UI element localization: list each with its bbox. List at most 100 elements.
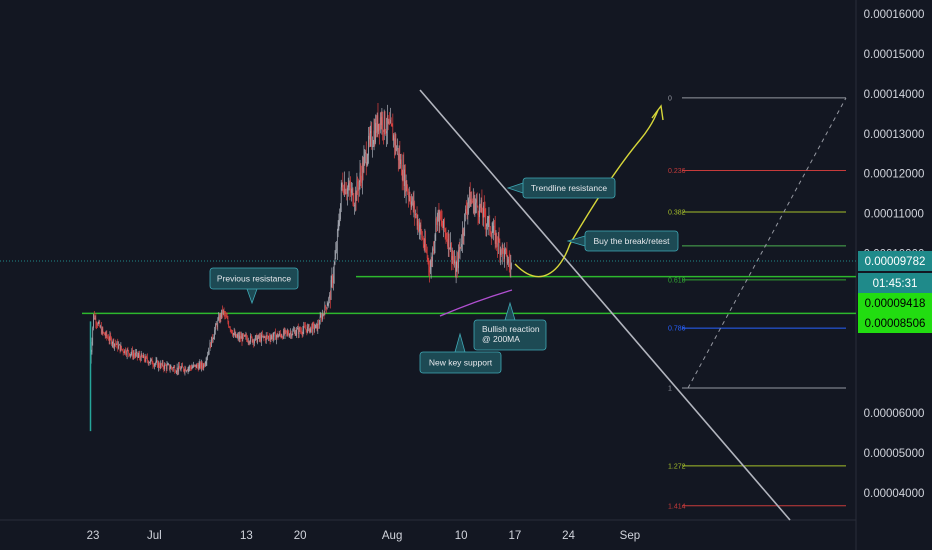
candle-body xyxy=(132,350,133,357)
candle-body xyxy=(254,340,255,344)
price-tag: 0.00009782 xyxy=(858,251,932,271)
candle-body xyxy=(274,332,276,334)
candle-body xyxy=(152,364,154,366)
candle-body xyxy=(111,337,112,345)
candle-body xyxy=(490,234,492,238)
candle-body xyxy=(128,350,129,354)
candle-body xyxy=(238,335,240,339)
candle-body xyxy=(223,310,225,313)
candle-body xyxy=(193,364,195,366)
projection-arrowhead xyxy=(651,104,664,121)
candle-body xyxy=(390,119,392,125)
candle-body xyxy=(485,218,487,227)
candle-body xyxy=(388,121,390,124)
candle-body xyxy=(196,364,197,369)
candle-body xyxy=(300,330,301,332)
candle-body xyxy=(347,187,349,189)
candle-body xyxy=(173,367,175,368)
time-axis[interactable]: 23 Jul 13 20 Aug 10 17 24 Sep xyxy=(87,530,641,542)
candle-body xyxy=(311,324,313,332)
candle-body xyxy=(379,117,381,131)
candle-body xyxy=(239,335,240,339)
candle-body xyxy=(301,330,302,333)
candle-body xyxy=(476,199,477,203)
candle-body xyxy=(205,361,207,364)
candle-body xyxy=(119,344,121,351)
candle-body xyxy=(102,328,104,333)
candle-body xyxy=(419,224,421,229)
candle-body xyxy=(408,195,410,197)
price-tag-background xyxy=(858,251,932,271)
candle-body xyxy=(191,367,193,370)
candle-body xyxy=(360,172,361,176)
candle-body xyxy=(302,329,304,334)
candle-body xyxy=(453,259,454,264)
candle-body xyxy=(494,226,496,244)
candle-body xyxy=(411,197,413,202)
candle-body xyxy=(115,344,117,345)
candle-body xyxy=(312,324,314,326)
candle-body xyxy=(413,202,415,208)
candle-body xyxy=(463,232,465,236)
candle-body xyxy=(273,332,275,337)
fib-level-label: 0.786 xyxy=(668,326,686,333)
candle-body xyxy=(200,362,202,368)
callout-box xyxy=(522,177,616,199)
candle-body xyxy=(153,365,154,367)
candle-body xyxy=(107,337,109,340)
candle-body xyxy=(428,259,429,267)
candle-body xyxy=(112,339,114,344)
candle-body xyxy=(451,242,452,261)
candle-body xyxy=(192,367,193,368)
candle-body xyxy=(284,330,286,335)
candle-body xyxy=(438,210,440,226)
candle-body xyxy=(108,339,110,341)
candle-body xyxy=(258,335,260,339)
new-key-support-callout: New key support xyxy=(419,332,502,374)
candle-body xyxy=(177,367,179,372)
candle-body xyxy=(422,237,423,239)
candle-body xyxy=(397,148,399,161)
candle-body xyxy=(481,200,483,213)
candle-body xyxy=(97,322,99,326)
candle-body xyxy=(107,336,108,338)
candle-body xyxy=(165,365,167,370)
callout-text: Bullish reaction xyxy=(482,324,540,334)
candle-body xyxy=(369,133,371,140)
candle-body xyxy=(203,364,204,368)
candle-body xyxy=(478,215,479,218)
candle-body xyxy=(454,260,456,277)
candle-body xyxy=(398,153,400,161)
candle-body xyxy=(298,328,300,335)
price-tick-label: 0.00011000 xyxy=(864,209,924,221)
candle-body xyxy=(197,366,199,370)
candle-body xyxy=(409,195,411,203)
candle-body xyxy=(186,370,188,372)
candle-body xyxy=(385,131,386,134)
candle-body xyxy=(328,298,329,304)
candle-body xyxy=(172,367,174,370)
candle-body xyxy=(229,327,231,330)
candle-body xyxy=(261,334,262,342)
candle-body xyxy=(240,335,241,339)
candle-body xyxy=(183,370,185,372)
candle-body xyxy=(136,351,138,357)
candle-body xyxy=(109,335,111,341)
candle-body xyxy=(264,337,265,338)
time-tick-label: 10 xyxy=(455,530,468,542)
candle-body xyxy=(351,188,352,193)
candle-body xyxy=(184,368,186,372)
candle-body xyxy=(505,248,507,250)
fib-diagonal-line xyxy=(687,97,847,389)
candle-body xyxy=(204,364,205,366)
price-tag-label: 0.00009782 xyxy=(865,256,926,268)
candle-body xyxy=(331,276,333,281)
candle-body xyxy=(95,317,97,324)
candle-body xyxy=(200,362,201,368)
candle-body xyxy=(258,335,259,339)
candle-body xyxy=(372,146,373,147)
candle-body xyxy=(242,334,243,342)
candle-body xyxy=(289,334,290,337)
